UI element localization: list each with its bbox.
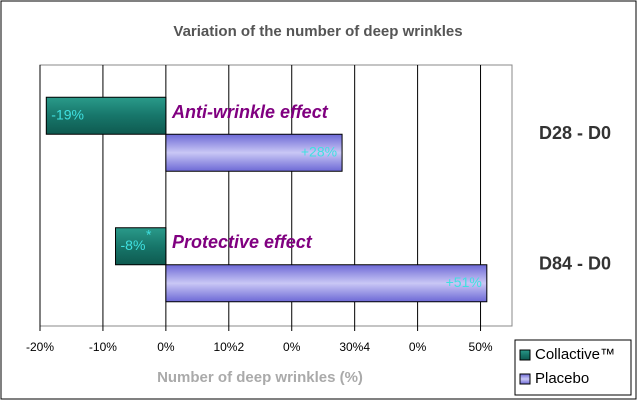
x-tick-label: -10% [89, 340, 117, 354]
x-tick-label: 30%4 [339, 340, 370, 354]
x-tick-label: 0% [409, 340, 427, 354]
legend-swatch [519, 373, 531, 385]
bar [115, 227, 167, 266]
chart-title: Variation of the number of deep wrinkles [173, 23, 462, 40]
x-tick-label: 50% [469, 340, 493, 354]
x-tick-label: -20% [26, 340, 54, 354]
annotation: Protective effect [172, 232, 313, 252]
bar [165, 133, 343, 172]
annotation: Anti-wrinkle effect [171, 102, 329, 122]
bar [45, 96, 167, 135]
x-tick-label: 10%2 [213, 340, 244, 354]
x-tick-label: 0% [157, 340, 175, 354]
value-label: +51% [446, 274, 482, 290]
x-axis-label: Number of deep wrinkles (%) [157, 369, 363, 386]
value-label: -19% [51, 106, 84, 122]
legend [514, 339, 632, 396]
legend-label: Collactive™ [535, 346, 615, 363]
annotation: * [146, 227, 152, 243]
legend-label: Placebo [535, 370, 589, 387]
x-tick-label: 0% [283, 340, 301, 354]
value-label: +28% [301, 143, 337, 159]
bar [165, 264, 488, 303]
legend-swatch [519, 349, 531, 361]
category-label: D28 - D0 [539, 123, 611, 143]
value-label: -8% [121, 237, 146, 253]
category-label: D84 - D0 [539, 254, 611, 274]
